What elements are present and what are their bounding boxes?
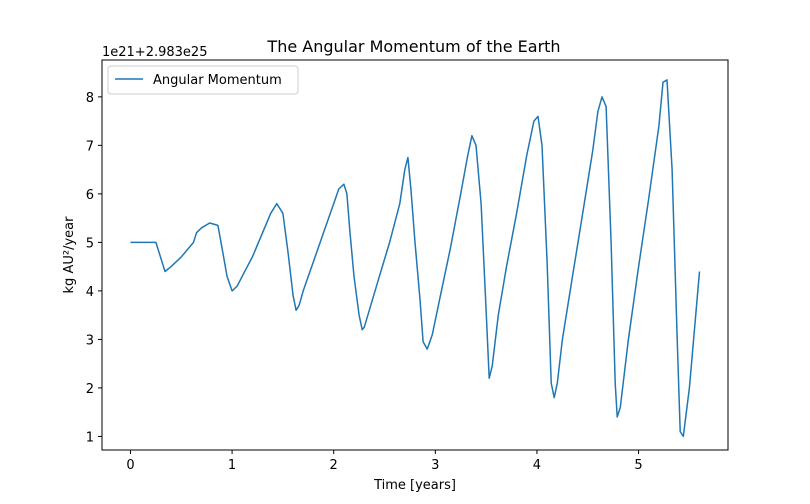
legend: Angular Momentum bbox=[107, 65, 299, 95]
y-tick-label: 8 bbox=[86, 91, 94, 106]
chart-title: The Angular Momentum of the Earth bbox=[266, 37, 560, 56]
y-tick-label: 2 bbox=[86, 382, 94, 397]
legend-label: Angular Momentum bbox=[153, 73, 282, 88]
x-tick-label: 1 bbox=[228, 458, 236, 473]
legend-box bbox=[107, 65, 299, 95]
y-tick-label: 1 bbox=[86, 430, 94, 445]
y-axis: 1 2 3 4 5 6 7 8 bbox=[86, 91, 102, 445]
x-tick-label: 0 bbox=[126, 458, 134, 473]
axes-frame bbox=[101, 59, 729, 451]
y-axis-label: kg AU²/year bbox=[62, 216, 77, 294]
y-tick-label: 4 bbox=[86, 285, 94, 300]
x-tick-label: 2 bbox=[330, 458, 338, 473]
x-tick-label: 5 bbox=[634, 458, 642, 473]
y-tick-label: 7 bbox=[86, 139, 94, 154]
series-line-angular-momentum bbox=[130, 79, 701, 438]
x-tick-label: 4 bbox=[533, 458, 541, 473]
x-axis: 0 1 2 3 4 5 bbox=[126, 450, 643, 473]
series-line-group bbox=[130, 79, 701, 438]
y-tick-label: 6 bbox=[86, 188, 94, 203]
y-tick-label: 5 bbox=[86, 236, 94, 251]
x-tick-label: 3 bbox=[431, 458, 439, 473]
x-axis-label: Time [years] bbox=[373, 478, 456, 493]
y-tick-label: 3 bbox=[86, 333, 94, 348]
y-offset-label: 1e21+2.983e25 bbox=[102, 45, 207, 60]
